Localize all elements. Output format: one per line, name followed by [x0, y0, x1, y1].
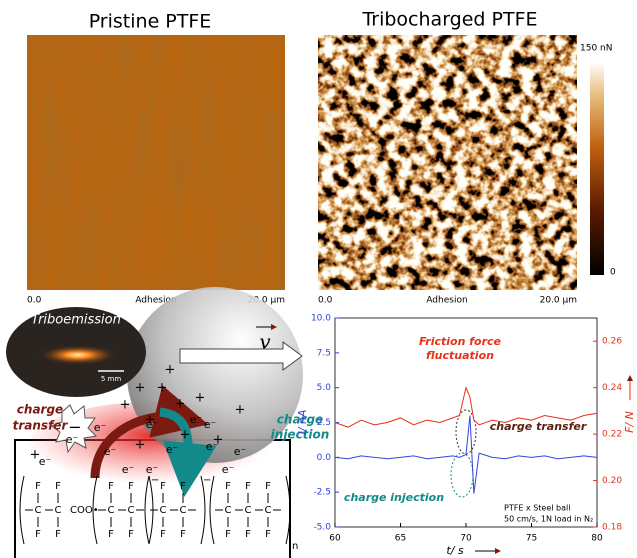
x-tick-label: 70: [460, 534, 472, 544]
positive-charge: +: [135, 438, 146, 453]
positive-charge: +: [175, 397, 186, 412]
end-group: COO•: [70, 505, 99, 516]
positive-charge: +: [165, 363, 176, 378]
atom: C: [225, 505, 232, 516]
positive-charge: +: [30, 448, 41, 463]
channel-label: Adhesion: [426, 296, 467, 306]
electron: e⁻: [122, 463, 135, 476]
positive-charge: +: [213, 433, 224, 448]
atom: C: [160, 505, 167, 516]
electron: e⁻: [39, 455, 52, 468]
x-axis-label: t/ s: [446, 544, 464, 557]
figure: Pristine PTFE 0.0 Adhesion 20.0 µm Tribo…: [0, 0, 637, 558]
y-tick-label: 0.0: [317, 453, 332, 463]
atom: C: [108, 505, 115, 516]
positive-charge: +: [120, 398, 131, 413]
atom: F: [245, 529, 251, 540]
atom: F: [265, 529, 271, 540]
chart: Friction force fluctuation charge transf…: [296, 314, 636, 558]
atom: F: [35, 481, 41, 492]
y2-tick-label: 0.24: [602, 383, 622, 393]
electron: e⁻: [104, 445, 117, 458]
atom: F: [160, 529, 166, 540]
x-tick-label: 65: [395, 534, 406, 544]
colorbar-min: 0: [610, 268, 616, 278]
atom: C: [128, 505, 135, 516]
atom: F: [160, 481, 166, 492]
colorbar: [590, 62, 604, 275]
positive-charge: +: [180, 428, 191, 443]
y-axis-label: I/ nA: [296, 410, 309, 435]
atom: F: [180, 481, 186, 492]
electron: e⁻: [94, 421, 107, 434]
scale-bar-label: 5 mm: [101, 375, 121, 383]
y2-tick-label: 0.22: [602, 430, 622, 440]
annotation: Friction force: [419, 335, 502, 348]
atom: C: [55, 505, 62, 516]
positive-charge: +: [145, 413, 156, 428]
atom: C: [35, 505, 42, 516]
electron: e⁻: [166, 443, 179, 456]
y-tick-label: -5.0: [313, 523, 331, 533]
electron: e⁻: [204, 418, 217, 431]
atom: C: [180, 505, 187, 516]
highlight: [451, 453, 473, 497]
annotation: fluctuation: [426, 349, 494, 362]
atom: F: [128, 529, 134, 540]
y-tick-label: 10.0: [311, 314, 331, 324]
scale-start: 0.0: [27, 296, 42, 306]
y2-axis-label: F/ N: [623, 411, 636, 433]
electron: e⁻: [190, 413, 203, 426]
colorbar-max: 150 nN: [580, 44, 612, 54]
y-tick-label: 5.0: [317, 383, 332, 393]
x-tick-label: 60: [329, 534, 341, 544]
atom: F: [265, 481, 271, 492]
y-tick-label: -2.5: [313, 488, 331, 498]
annotation: transfer: [13, 419, 69, 433]
panel-title: Tribocharged PTFE: [361, 9, 537, 31]
note: PTFE x Steel ball: [504, 504, 570, 513]
atom: F: [225, 529, 231, 540]
y2-tick-label: 0.26: [602, 337, 622, 347]
atom: F: [180, 529, 186, 540]
spark: [38, 345, 118, 365]
photo-label: Triboemission: [31, 313, 121, 328]
scale-start: 0.0: [318, 296, 333, 306]
y-tick-label: 7.5: [317, 348, 331, 358]
x-tick-label: 80: [591, 534, 603, 544]
y2-tick-label: 0.18: [602, 523, 622, 533]
atom: F: [108, 529, 114, 540]
electron: e⁻: [234, 445, 247, 458]
electron: e⁻: [222, 463, 235, 476]
atom: F: [55, 529, 61, 540]
velocity-label: v: [259, 330, 271, 354]
atom: F: [245, 481, 251, 492]
atom: C: [265, 505, 272, 516]
repeat-index: n: [292, 541, 298, 552]
positive-charge: +: [135, 381, 146, 396]
annotation: charge injection: [344, 491, 444, 504]
positive-charge: +: [235, 403, 246, 418]
afm-image: [318, 35, 577, 290]
x-tick-label: 75: [526, 534, 537, 544]
negative-charge: −: [151, 475, 159, 486]
negative-charge: −: [203, 475, 211, 486]
atom: F: [35, 529, 41, 540]
afm-texture: [27, 35, 285, 290]
atom: C: [245, 505, 252, 516]
annotation: charge: [17, 403, 63, 417]
atom: F: [55, 481, 61, 492]
positive-charge: +: [195, 391, 206, 406]
panel-title: Pristine PTFE: [89, 11, 212, 33]
atom: F: [108, 481, 114, 492]
atom: F: [128, 481, 134, 492]
note: 50 cm/s, 1N load in N₂: [504, 515, 593, 524]
electron: e⁻: [66, 433, 79, 446]
y-tick-label: 2.5: [317, 418, 331, 428]
y2-tick-label: 0.20: [602, 476, 622, 486]
positive-charge: +: [157, 381, 168, 396]
scale-end: 20.0 µm: [540, 296, 577, 306]
atom: F: [225, 481, 231, 492]
